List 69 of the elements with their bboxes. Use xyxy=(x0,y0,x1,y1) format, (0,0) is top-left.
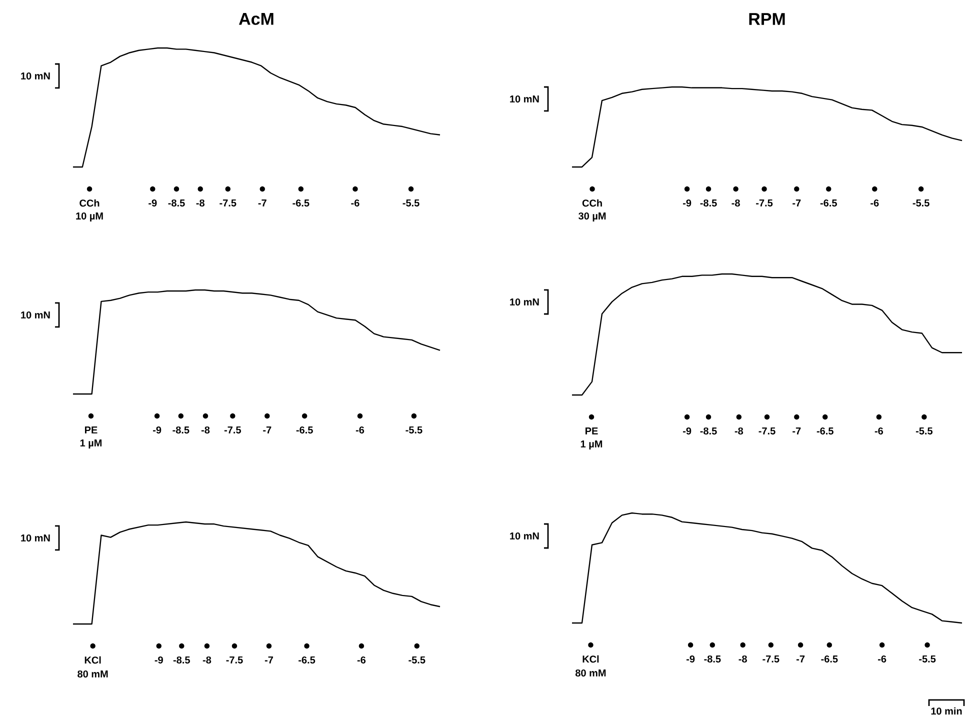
text: -6 xyxy=(874,427,884,435)
text: -9 xyxy=(683,199,692,207)
text: -6.5 xyxy=(298,656,316,664)
text: -8.5 xyxy=(700,427,717,435)
text: 80 mM xyxy=(78,670,108,678)
text: -8 xyxy=(738,655,747,663)
text: -8 xyxy=(732,199,740,207)
text: PE xyxy=(84,426,98,434)
text: 80 mM xyxy=(575,669,606,677)
text: -7.5 xyxy=(224,426,241,434)
text: -7 xyxy=(263,426,272,434)
text: 10 mN xyxy=(510,532,539,540)
text: -8.5 xyxy=(168,199,185,207)
text: CCh xyxy=(80,199,100,207)
text: -7 xyxy=(792,428,801,434)
text: -7.5 xyxy=(220,199,236,206)
text: -7 xyxy=(264,656,273,664)
text: -7.5 xyxy=(758,427,776,434)
text: -7.5 xyxy=(756,199,773,206)
text: PE xyxy=(586,428,598,434)
text: -5.5 xyxy=(916,427,933,434)
text: -7 xyxy=(258,200,266,206)
text: -6.5 xyxy=(820,199,837,207)
text: -7.5 xyxy=(762,655,780,662)
text: 1 µM xyxy=(80,440,102,448)
text: 10 µM xyxy=(76,212,103,222)
text: 10 mN xyxy=(510,95,539,103)
text: -8.5 xyxy=(172,426,190,434)
text: -6 xyxy=(351,199,360,207)
text: -6 xyxy=(870,199,879,207)
text: KCl xyxy=(582,655,599,663)
text: -9 xyxy=(683,427,692,435)
text: -6.5 xyxy=(296,426,313,434)
text: -6 xyxy=(356,426,364,434)
text: -9 xyxy=(148,199,157,207)
text: -5.5 xyxy=(406,426,422,434)
text: -5.5 xyxy=(919,655,936,662)
text: -6 xyxy=(357,656,366,664)
text: -6.5 xyxy=(821,655,838,663)
text: 10 mN xyxy=(21,72,50,80)
text: -8.5 xyxy=(700,199,717,207)
text: 10 mN xyxy=(510,298,539,306)
text: 10 mN xyxy=(21,311,50,319)
text: -9 xyxy=(152,426,162,434)
text: -9 xyxy=(154,656,163,664)
text: 10 min xyxy=(931,707,962,715)
text: -6 xyxy=(878,655,886,663)
text: -7 xyxy=(796,656,805,662)
text: -8 xyxy=(196,199,204,207)
text: -6.5 xyxy=(292,199,310,207)
text: -8.5 xyxy=(173,656,190,664)
chart-title: RPM xyxy=(749,13,785,25)
text: -5.5 xyxy=(408,656,426,664)
text: -8 xyxy=(734,427,744,435)
chart-title: AcM xyxy=(238,13,274,25)
text: -6.5 xyxy=(816,427,834,435)
text: -8 xyxy=(201,426,210,434)
text: 1 µM xyxy=(580,440,602,450)
text: -9 xyxy=(686,655,695,663)
text: -7 xyxy=(792,200,801,206)
text: -7.5 xyxy=(226,656,243,664)
text: -8.5 xyxy=(704,655,721,663)
text: 30 µM xyxy=(578,212,606,222)
text: -5.5 xyxy=(912,199,930,206)
text: -8 xyxy=(202,656,212,664)
text: CCh xyxy=(582,199,602,207)
text: 10 mN xyxy=(21,534,50,542)
text: KCl xyxy=(84,656,101,664)
text: -5.5 xyxy=(402,199,420,206)
